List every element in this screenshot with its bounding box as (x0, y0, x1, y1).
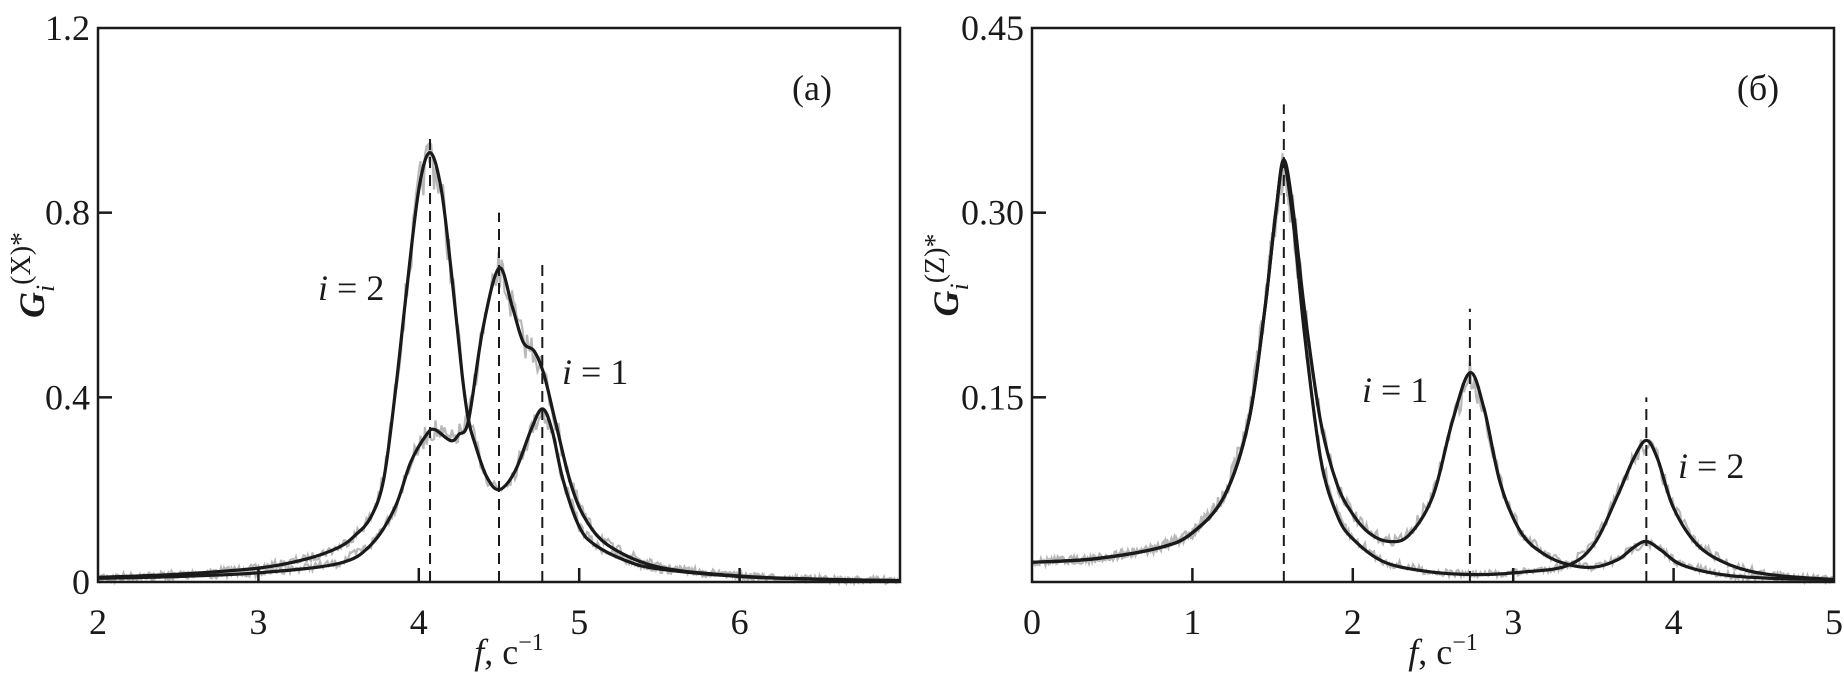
y-axis-sup: (Z)* (920, 234, 951, 284)
y-axis-base: G (926, 291, 966, 317)
y-axis-base: G (12, 292, 52, 318)
x-tick-label: 3 (249, 602, 267, 642)
y-tick-label: 0 (72, 562, 90, 602)
annotation-var: i (562, 352, 572, 392)
x-tick-label: 2 (89, 602, 107, 642)
measured-trace (1031, 153, 1835, 586)
fit-curve-i1 (1031, 158, 1835, 582)
x-axis-unit: c (502, 632, 518, 672)
panel-b: 0 1 2 3 4 50.150.300.45f, c−1Gi(Z)*(б)i = 1i … (920, 8, 1843, 672)
x-axis-exp: −1 (1452, 630, 1478, 656)
y-axis-sup: (X)* (6, 232, 37, 285)
plot-frame (96, 26, 902, 584)
annotation-rest: = 2 (1688, 446, 1744, 486)
annotation-rest: = 2 (328, 268, 384, 308)
y-tick-label: 0.45 (961, 8, 1024, 48)
y-tick-label: 1.2 (45, 8, 90, 48)
panel-a: 2 3 4 5 600.40.81.2f, c−1Gi(X)*(a)i = 2i = 1 (6, 8, 902, 672)
series-annotation: i = 2 (318, 268, 384, 308)
x-tick-label: 4 (410, 602, 428, 642)
y-tick-label: 0.15 (961, 377, 1024, 417)
series-annotation: i = 2 (1678, 446, 1744, 486)
series-annotation: i = 1 (1362, 370, 1428, 410)
panel-label: (б) (1737, 68, 1779, 108)
x-axis-label: f, c−1 (474, 630, 544, 672)
annotation-var: i (1678, 446, 1688, 486)
x-tick-label: 6 (731, 602, 749, 642)
x-tick-label: 5 (1825, 602, 1843, 642)
y-tick-label: 0.30 (961, 193, 1024, 233)
y-axis-sub: i (945, 283, 974, 290)
x-tick-label: 3 (1504, 602, 1522, 642)
annotation-rest: = 1 (1372, 370, 1428, 410)
x-tick-label: 5 (570, 602, 588, 642)
x-tick-label: 2 (1344, 602, 1362, 642)
plot-frame (1030, 26, 1836, 584)
fit-curve-i2 (97, 151, 901, 583)
y-tick-label: 0.8 (45, 193, 90, 233)
x-axis-exp: −1 (518, 630, 544, 656)
y-tick-label: 0.4 (45, 377, 90, 417)
y-axis-sub: i (31, 285, 60, 292)
x-axis-label: f, c−1 (1408, 630, 1478, 672)
series-annotation: i = 1 (562, 352, 628, 392)
annotation-var: i (1362, 370, 1372, 410)
measured-trace (1031, 159, 1834, 584)
panel-label: (a) (792, 68, 832, 108)
annotation-var: i (318, 268, 328, 308)
annotation-rest: = 1 (572, 352, 628, 392)
x-axis-sep: , (484, 632, 502, 672)
x-axis-unit: c (1436, 632, 1452, 672)
y-axis-label: Gi(Z)* (920, 234, 974, 317)
x-tick-label: 4 (1665, 602, 1683, 642)
y-axis-label: Gi(X)* (6, 232, 60, 318)
fit-curve-i1 (97, 266, 901, 583)
x-axis-sep: , (1418, 632, 1436, 672)
x-tick-label: 1 (1183, 602, 1201, 642)
fit-curve-i2 (1031, 161, 1835, 582)
x-tick-label: 0 (1023, 602, 1041, 642)
